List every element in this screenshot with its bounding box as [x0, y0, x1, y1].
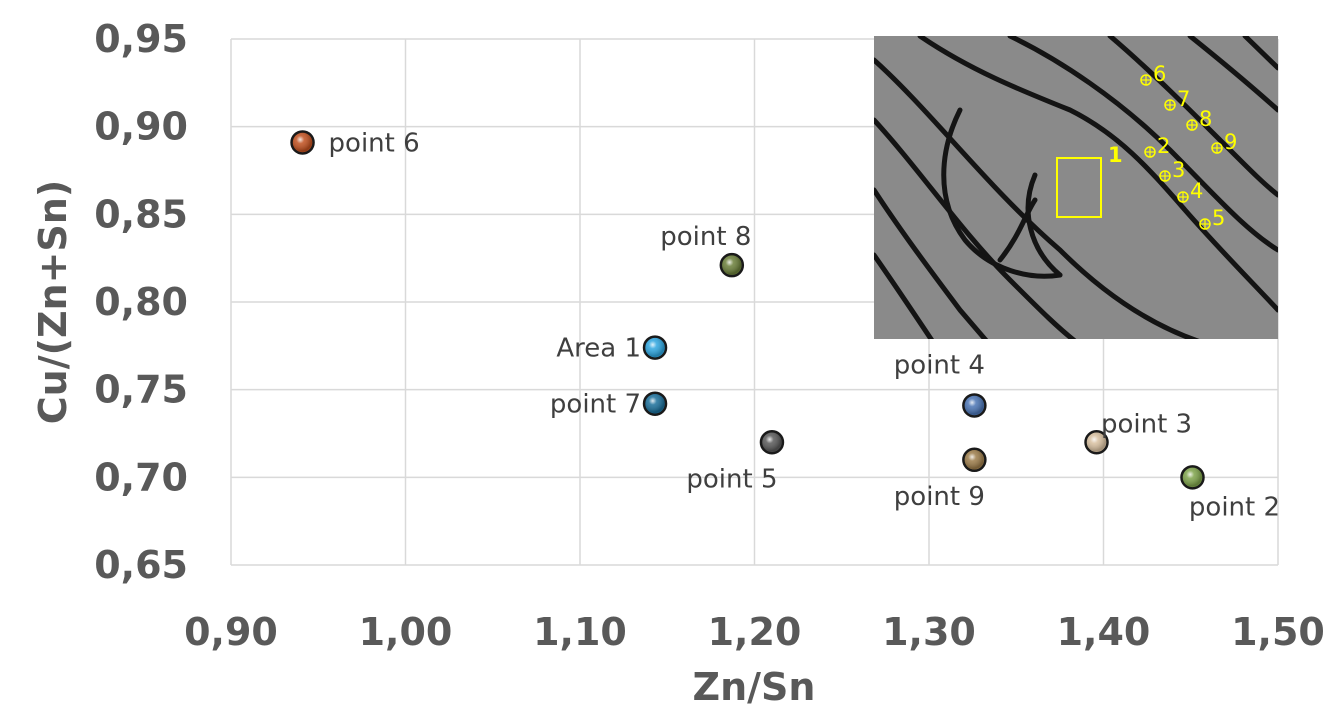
x-tick-label: 1,20 — [708, 610, 802, 654]
y-tick-label: 0,90 — [94, 105, 188, 149]
x-axis-ticks: 0,90 1,00 1,10 1,20 1,30 1,40 1,50 — [184, 610, 1325, 654]
data-point-highlight — [645, 338, 665, 358]
data-point-label: point 6 — [329, 128, 420, 158]
data-point-highlight — [293, 132, 313, 152]
inset-marker-label: 6 — [1153, 62, 1166, 86]
data-point — [642, 335, 668, 360]
inset-crack — [1007, 36, 1278, 253]
inset-marker-label: 8 — [1199, 107, 1212, 131]
data-point — [962, 393, 987, 418]
inset-crack — [1107, 36, 1278, 198]
inset-crack — [1187, 36, 1278, 113]
y-tick-label: 0,75 — [94, 368, 188, 412]
inset-crack — [874, 57, 1200, 339]
y-tick-label: 0,80 — [94, 280, 188, 324]
inset-marker-label: 7 — [1177, 87, 1190, 111]
inset-crack — [1242, 36, 1278, 71]
y-axis-ticks: 0,65 0,70 0,75 0,80 0,85 0,90 0,95 — [94, 17, 188, 587]
data-point-highlight — [762, 432, 782, 452]
inset-point-marker: 3 — [1159, 158, 1185, 182]
y-tick-label: 0,65 — [94, 543, 188, 587]
data-point — [719, 252, 745, 278]
inset-marker-label: 5 — [1212, 206, 1225, 230]
data-point-highlight — [964, 450, 984, 470]
x-tick-label: 1,50 — [1231, 610, 1325, 654]
data-point-highlight — [722, 255, 742, 275]
data-point — [962, 447, 987, 473]
data-point-label: point 5 — [686, 464, 777, 494]
data-point-highlight — [1182, 467, 1202, 487]
sem-inset-image: 1 678 2 9 345 — [874, 36, 1278, 339]
data-point — [642, 391, 668, 416]
data-point-label: point 3 — [1101, 409, 1192, 439]
inset-point-marker: 4 — [1177, 179, 1203, 203]
x-tick-label: 0,90 — [184, 610, 278, 654]
data-point-label: point 7 — [550, 390, 641, 420]
inset-marker-label: 4 — [1190, 179, 1203, 203]
inset-marker-label: 2 — [1157, 134, 1170, 158]
data-point-label: Area 1 — [556, 334, 641, 364]
y-tick-label: 0,70 — [94, 455, 188, 499]
x-tick-label: 1,30 — [882, 610, 976, 654]
inset-crack — [917, 36, 1278, 313]
data-point-highlight — [1087, 432, 1107, 452]
data-point-label: point 2 — [1189, 492, 1280, 522]
inset-point-marker: 8 — [1186, 107, 1212, 131]
inset-crack — [874, 187, 989, 339]
x-tick-label: 1,00 — [359, 610, 453, 654]
inset-point-marker: 2 — [1144, 134, 1170, 158]
data-point-labels: point 6 point 8 Area 1 point 7 point 5 point … — [329, 128, 1281, 522]
y-axis-title: Cu/(Zn+Sn) — [31, 180, 75, 424]
data-point-label: point 4 — [894, 350, 985, 380]
x-tick-label: 1,40 — [1057, 610, 1151, 654]
y-tick-label: 0,95 — [94, 17, 188, 61]
inset-point-marker: 9 — [1211, 130, 1237, 154]
data-point — [759, 430, 785, 455]
x-axis-title: Zn/Sn — [693, 665, 816, 708]
inset-marker-label: 9 — [1224, 130, 1237, 154]
inset-point-marker: 6 — [1140, 62, 1166, 86]
inset-marker-label: 3 — [1172, 158, 1185, 182]
inset-crack — [941, 107, 1063, 279]
data-point-highlight — [964, 395, 984, 415]
data-point-highlight — [645, 394, 665, 414]
data-point — [1180, 465, 1205, 490]
inset-point-marker: 7 — [1164, 87, 1190, 111]
inset-area-box — [1056, 157, 1102, 218]
y-tick-label: 0,85 — [94, 192, 188, 236]
data-point — [1084, 430, 1109, 455]
x-tick-label: 1,10 — [533, 610, 627, 654]
inset-crack — [874, 252, 935, 339]
inset-cracks — [874, 36, 1278, 339]
data-point — [290, 130, 315, 155]
inset-background — [874, 36, 1278, 339]
inset-point-marker: 5 — [1199, 206, 1225, 230]
data-point-label: point 9 — [894, 482, 985, 512]
data-point-label: point 8 — [660, 222, 751, 252]
data-points — [290, 130, 1205, 490]
inset-crack — [997, 197, 1038, 263]
inset-crack — [1025, 172, 1063, 278]
inset-area-label: 1 — [1108, 143, 1123, 167]
